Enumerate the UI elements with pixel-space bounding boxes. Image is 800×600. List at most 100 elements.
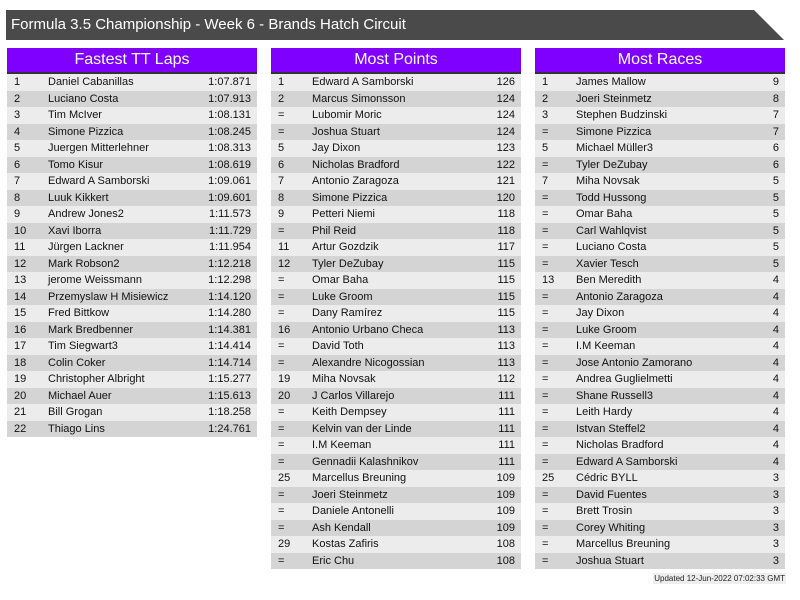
page-title: Formula 3.5 Championship - Week 6 - Bran… — [6, 10, 784, 40]
position: = — [278, 109, 285, 121]
table-row: = Andrea Guglielmetti 4 — [535, 371, 785, 388]
table-row: 7 Edward A Samborski 1:09.061 — [7, 173, 257, 190]
value: 1:14.120 — [208, 290, 251, 303]
updated-timestamp: Updated 12-Jun-2022 07:02:33 GMT — [653, 573, 786, 584]
value: 115 — [497, 307, 515, 319]
table-row: 2 Luciano Costa 1:07.913 — [7, 90, 257, 107]
driver-name: Miha Novsak — [312, 373, 376, 385]
position: 9 — [278, 208, 285, 220]
driver-name: Tim McIver — [48, 109, 102, 121]
table-row: 21 Bill Grogan 1:18.258 — [7, 404, 257, 421]
value: 4 — [772, 290, 779, 303]
table-row: = Nicholas Bradford 4 — [535, 437, 785, 454]
value: 109 — [496, 521, 515, 534]
value: 1:09.061 — [208, 175, 251, 187]
driver-name: Jürgen Lackner — [48, 241, 124, 253]
value: 1:11.954 — [208, 241, 251, 253]
driver-name: Stephen Budzinski — [576, 109, 668, 121]
value: 4 — [772, 406, 779, 418]
driver-name: Edward A Samborski — [48, 175, 150, 187]
driver-name: Marcus Simonsson — [312, 92, 406, 105]
table-row: = Todd Hussong 5 — [535, 189, 785, 206]
value: 124 — [496, 109, 515, 121]
table-heading: Most Races — [535, 48, 785, 74]
position: = — [542, 125, 549, 138]
value: 124 — [496, 92, 515, 105]
table-row: = Kelvin van der Linde 111 — [271, 420, 521, 437]
table-row: = Antonio Zaragoza 4 — [535, 288, 785, 305]
position: 12 — [14, 257, 27, 270]
driver-name: Mark Bredbenner — [48, 323, 133, 336]
position: = — [542, 224, 549, 237]
value: 5 — [772, 208, 779, 220]
value: 1:07.913 — [208, 92, 251, 105]
table-row: = Brett Trosin 3 — [535, 503, 785, 520]
value: 124 — [496, 125, 515, 138]
driver-name: Luke Groom — [312, 290, 373, 303]
driver-name: Tyler DeZubay — [312, 257, 384, 270]
value: 1:12.218 — [208, 257, 251, 270]
driver-name: Thiago Lins — [48, 422, 105, 435]
driver-name: Joshua Stuart — [576, 554, 644, 567]
value: 1:07.871 — [208, 76, 251, 88]
value: 108 — [496, 554, 515, 567]
value: 3 — [772, 488, 779, 501]
value: 4 — [772, 307, 779, 319]
table-heading: Most Points — [271, 48, 521, 74]
table-row: = I.M Keeman 111 — [271, 437, 521, 454]
position: 20 — [14, 389, 27, 402]
driver-name: Luke Groom — [576, 323, 637, 336]
position: 11 — [14, 241, 26, 253]
table-row: 17 Tim Siegwart3 1:14.414 — [7, 338, 257, 355]
position: = — [542, 554, 549, 567]
value: 1:14.414 — [208, 340, 251, 352]
driver-name: Joshua Stuart — [312, 125, 380, 138]
position: 4 — [14, 125, 21, 138]
table-row: = Keith Dempsey 111 — [271, 404, 521, 421]
table-heading: Fastest TT Laps — [7, 48, 257, 74]
driver-name: Eric Chu — [312, 554, 355, 567]
position: = — [278, 505, 285, 517]
position: 12 — [278, 257, 291, 270]
driver-name: Antonio Zaragoza — [312, 175, 399, 187]
table-row: 20 J Carlos Villarejo 111 — [271, 387, 521, 404]
position: = — [542, 257, 549, 270]
driver-name: Luuk Kikkert — [48, 191, 109, 204]
driver-name: Istvan Steffel2 — [576, 422, 646, 435]
value: 4 — [772, 373, 779, 385]
most-points-table: Most Points 1 Edward A Samborski 126 2 Marcus… — [271, 48, 521, 569]
table-row: = Tyler DeZubay 6 — [535, 156, 785, 173]
table-row: = Xavier Tesch 5 — [535, 255, 785, 272]
value: 6 — [772, 158, 779, 171]
position: = — [278, 274, 285, 286]
driver-name: Andrea Guglielmetti — [576, 373, 673, 385]
position: 2 — [542, 92, 549, 105]
value: 111 — [498, 406, 515, 418]
table-row: = David Toth 113 — [271, 338, 521, 355]
driver-name: Christopher Albright — [48, 373, 145, 385]
value: 6 — [772, 142, 779, 154]
driver-name: Jose Antonio Zamorano — [576, 356, 693, 369]
fastest-laps-table: Fastest TT Laps 1 Daniel Cabanillas 1:07.87… — [7, 48, 257, 437]
position: 2 — [14, 92, 21, 105]
position: = — [278, 290, 285, 303]
table-row: = Jose Antonio Zamorano 4 — [535, 354, 785, 371]
value: 3 — [772, 521, 779, 534]
value: 3 — [772, 472, 779, 484]
table-row: 12 Mark Robson2 1:12.218 — [7, 255, 257, 272]
table-row: 19 Miha Novsak 112 — [271, 371, 521, 388]
position: = — [542, 191, 549, 204]
position: = — [278, 422, 285, 435]
table-row: 16 Mark Bredbenner 1:14.381 — [7, 321, 257, 338]
driver-name: Andrew Jones2 — [48, 208, 124, 220]
table-row: 1 Daniel Cabanillas 1:07.871 — [7, 74, 257, 91]
table-row: 11 Jürgen Lackner 1:11.954 — [7, 239, 257, 256]
table-row: 13 jerome Weissmann 1:12.298 — [7, 272, 257, 289]
value: 7 — [772, 125, 779, 138]
table-row: 9 Petteri Niemi 118 — [271, 206, 521, 223]
position: = — [542, 158, 549, 171]
table-row: 29 Kostas Zafiris 108 — [271, 536, 521, 553]
driver-name: Lubomir Moric — [312, 109, 382, 121]
value: 1:09.601 — [208, 191, 251, 204]
position: = — [542, 505, 549, 517]
